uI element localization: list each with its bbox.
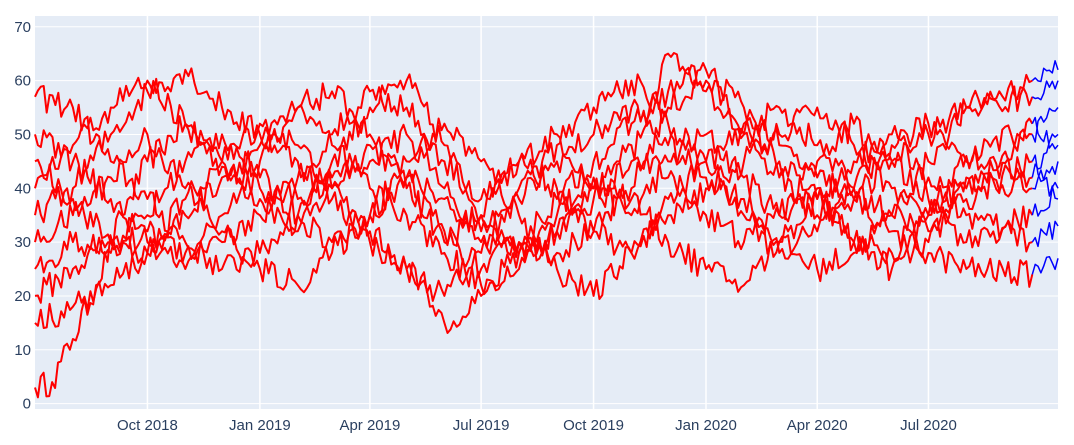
x-tick-label: Apr 2019 [339,417,400,434]
y-tick-label: 0 [23,396,31,413]
y-tick-label: 60 [14,73,31,90]
history-series-line [34,73,1033,294]
y-tick-label: 40 [14,180,31,197]
forecast-series-line [1031,107,1059,143]
history-series-line [34,102,1033,300]
history-series-line [34,52,1034,262]
x-axis-tick-labels: Oct 2018 Jan 2019 Apr 2019 Jul 2019 Oct 2019… [117,417,957,434]
x-tick-label: Oct 2018 [117,417,178,434]
y-tick-label: 50 [14,126,31,143]
y-tick-label: 20 [14,288,31,305]
x-tick-label: Jan 2020 [675,417,737,434]
forecast-series-line [1032,161,1059,190]
forecast-series-line [1031,80,1059,101]
x-tick-label: Jul 2020 [900,417,957,434]
forecast-series-line [1031,181,1059,217]
forecast-series-line [1031,154,1059,200]
series-layer [34,52,1059,399]
y-tick-label: 70 [14,19,31,36]
y-tick-label: 10 [14,342,31,359]
history-series-line [34,67,1033,302]
x-tick-label: Oct 2019 [563,417,624,434]
x-tick-label: Apr 2020 [787,417,848,434]
x-tick-label: Jan 2019 [229,417,291,434]
x-tick-label: Jul 2019 [453,417,510,434]
forecast-series-line [1031,220,1059,248]
y-axis-tick-labels: 0 10 20 30 40 50 60 70 [14,19,31,413]
history-series-line [34,84,1034,270]
history-series-line [34,104,1034,296]
forecast-series-line [1031,116,1059,150]
forecast-series-line [1031,60,1059,83]
y-tick-label: 30 [14,234,31,251]
forecast-series-line [1031,255,1059,275]
forecast-series-line [1031,133,1059,178]
